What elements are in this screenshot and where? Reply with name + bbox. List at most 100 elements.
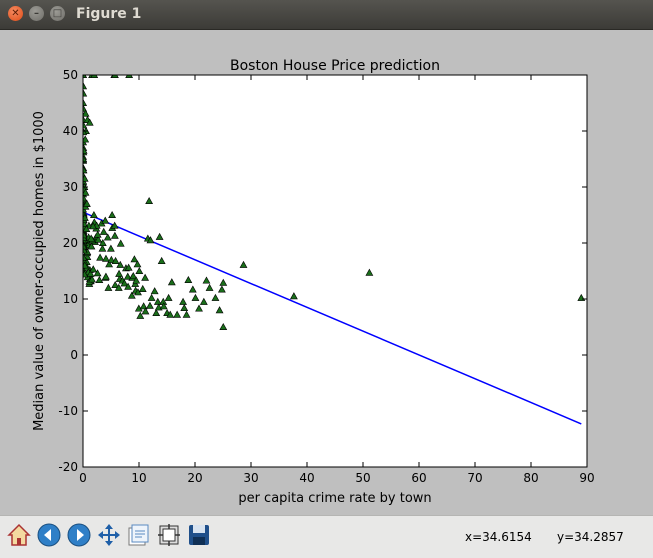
data-point — [217, 285, 226, 293]
x-axis-label: per capita crime rate by town — [238, 491, 431, 506]
data-point — [102, 254, 110, 262]
data-point — [93, 269, 102, 277]
data-point — [215, 306, 224, 314]
data-point — [108, 210, 117, 219]
data-point — [202, 276, 211, 284]
regression-line — [83, 211, 582, 425]
x-tick-label: 50 — [355, 471, 370, 485]
data-point — [88, 275, 96, 283]
data-point — [83, 231, 88, 239]
data-point — [106, 244, 115, 252]
save-button[interactable] — [186, 522, 212, 548]
data-point — [83, 199, 91, 207]
data-point — [124, 263, 133, 271]
data-point — [90, 210, 98, 219]
data-point — [105, 260, 114, 268]
data-point — [103, 233, 112, 241]
data-point — [167, 278, 176, 286]
data-point — [83, 224, 91, 233]
data-point — [219, 278, 228, 286]
data-point — [116, 239, 125, 247]
data-point — [150, 287, 159, 295]
forward-button[interactable] — [66, 522, 92, 548]
data-point — [83, 174, 89, 182]
y-tick-label: 30 — [63, 180, 78, 194]
data-point — [133, 260, 142, 268]
y-tick-label: 0 — [70, 348, 78, 362]
save-icon — [189, 525, 209, 545]
data-point — [83, 109, 90, 117]
back-button[interactable] — [36, 522, 62, 548]
data-point — [107, 255, 116, 263]
subplots-button[interactable] — [156, 522, 182, 548]
minimize-window-button[interactable]: – — [29, 6, 44, 21]
x-tick-label: 30 — [243, 471, 258, 485]
data-point — [188, 285, 197, 293]
zoom-icon — [128, 524, 149, 546]
y-coordinate-readout: y=34.2857 — [557, 530, 624, 544]
maximize-window-button[interactable]: □ — [50, 6, 65, 21]
data-point — [182, 310, 191, 318]
data-point — [98, 238, 107, 247]
y-tick-label: 10 — [63, 292, 78, 306]
data-point — [145, 196, 154, 205]
data-point — [146, 301, 154, 309]
x-tick-label: 70 — [467, 471, 482, 485]
data-point — [116, 260, 125, 268]
data-point — [83, 135, 90, 143]
zoom-button[interactable] — [126, 522, 152, 548]
data-point — [86, 269, 95, 277]
data-point — [205, 283, 214, 291]
data-point — [120, 279, 129, 287]
data-point — [141, 273, 150, 281]
data-point — [166, 310, 175, 318]
data-point — [111, 75, 119, 79]
data-point — [289, 292, 298, 300]
x-tick-label: 80 — [523, 471, 538, 485]
data-point — [130, 255, 139, 263]
data-point — [89, 265, 98, 273]
figure-canvas[interactable]: 0 10 20 30 40 50 60 70 80 90 -20 -10 0 10 20 30 40 50 Bost… — [3, 30, 650, 514]
data-point — [179, 297, 187, 305]
data-point — [87, 234, 96, 242]
data-point — [110, 231, 119, 239]
plot-area — [83, 75, 587, 467]
data-point — [141, 307, 150, 315]
x-coordinate-readout: x=34.6154 — [465, 530, 532, 544]
data-point — [136, 311, 145, 319]
data-point — [180, 303, 189, 311]
data-point — [125, 75, 134, 79]
data-point — [164, 293, 173, 301]
data-point — [138, 284, 147, 292]
data-point — [83, 188, 90, 196]
data-point — [146, 236, 155, 244]
data-point — [101, 216, 110, 224]
data-point — [87, 242, 96, 250]
data-point — [184, 275, 193, 283]
close-window-button[interactable]: ✕ — [8, 6, 23, 21]
data-point — [155, 232, 164, 240]
y-axis-label: Median value of owner-occupied homes in … — [32, 111, 47, 431]
window-title: Figure 1 — [76, 6, 142, 22]
data-point — [99, 227, 108, 235]
home-button[interactable] — [6, 522, 32, 548]
x-tick-label: 0 — [79, 471, 87, 485]
data-point — [191, 293, 200, 301]
x-tick-label: 90 — [579, 471, 594, 485]
y-tick-label: 20 — [63, 236, 78, 250]
y-tick-label: -20 — [58, 460, 78, 474]
data-point — [124, 282, 132, 290]
data-point — [132, 276, 141, 284]
x-tick-label: 20 — [187, 471, 202, 485]
data-point — [219, 322, 228, 331]
data-point — [159, 302, 168, 310]
pan-button[interactable] — [96, 522, 122, 548]
x-tick-label: 40 — [299, 471, 314, 485]
home-icon — [7, 523, 31, 546]
data-point — [111, 256, 120, 264]
y-tick-label: 40 — [63, 124, 78, 138]
chart-title: Boston House Price prediction — [230, 58, 440, 74]
data-point — [153, 297, 162, 305]
back-icon — [37, 523, 61, 547]
